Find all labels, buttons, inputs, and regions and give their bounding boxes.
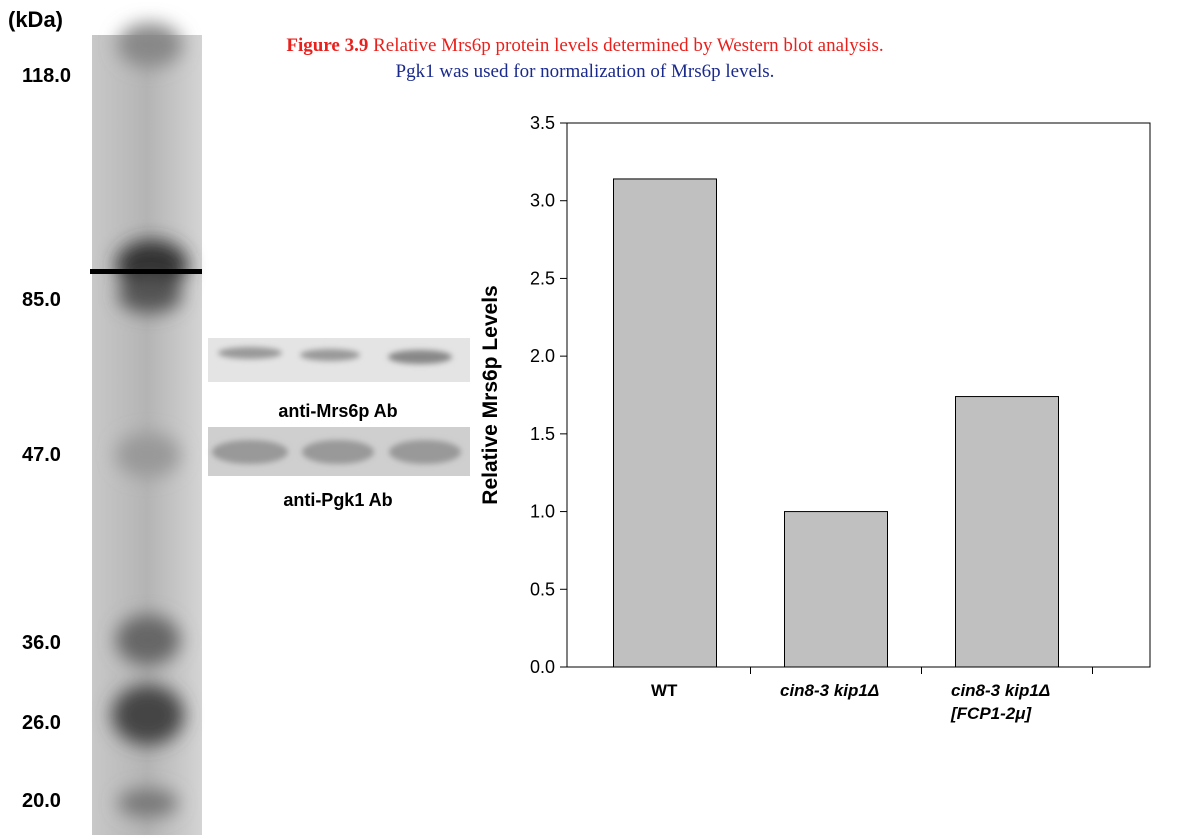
marker-label: 20.0 [22, 790, 61, 812]
caption: Figure 3.9 Relative Mrs6p protein levels… [230, 33, 940, 59]
x-tick-label: cin8-3 kip1Δ [FCP1-2μ] [951, 679, 1101, 725]
x-tick-label: WT [651, 679, 801, 702]
caption-note: Pgk1 was used for normalization of Mrs6p… [230, 59, 940, 85]
bar [956, 397, 1059, 667]
y-tick-label: 3.0 [530, 191, 555, 211]
marker-label: 85.0 [22, 289, 61, 311]
marker-label: 36.0 [22, 632, 61, 654]
y-tick-label: 3.5 [530, 113, 555, 133]
y-axis-label: Relative Mrs6p Levels [479, 285, 502, 504]
x-tick-label: cin8-3 kip1Δ [780, 679, 930, 702]
marker-label: 47.0 [22, 444, 61, 466]
page: (kDa) anti-Mrs6p Ab anti-Pgk1 Ab Relativ… [0, 0, 1180, 839]
y-tick-label: 0.5 [530, 579, 555, 599]
bar [614, 179, 717, 667]
y-tick-label: 1.0 [530, 502, 555, 522]
gel-image [90, 23, 202, 835]
caption-label: Figure 3.9 [286, 35, 368, 56]
y-tick-label: 2.0 [530, 346, 555, 366]
blot-label: anti-Pgk1 Ab [283, 490, 392, 510]
y-tick-label: 1.5 [530, 424, 555, 444]
caption-text: Relative Mrs6p protein levels determined… [373, 35, 883, 56]
bar [785, 512, 888, 667]
y-tick-label: 0.0 [530, 657, 555, 677]
y-tick-label: 2.5 [530, 268, 555, 288]
marker-label: 26.0 [22, 712, 61, 734]
gel-unit: (kDa) [8, 7, 63, 32]
marker-label: 118.0 [22, 65, 71, 87]
blot-label: anti-Mrs6p Ab [278, 401, 397, 421]
